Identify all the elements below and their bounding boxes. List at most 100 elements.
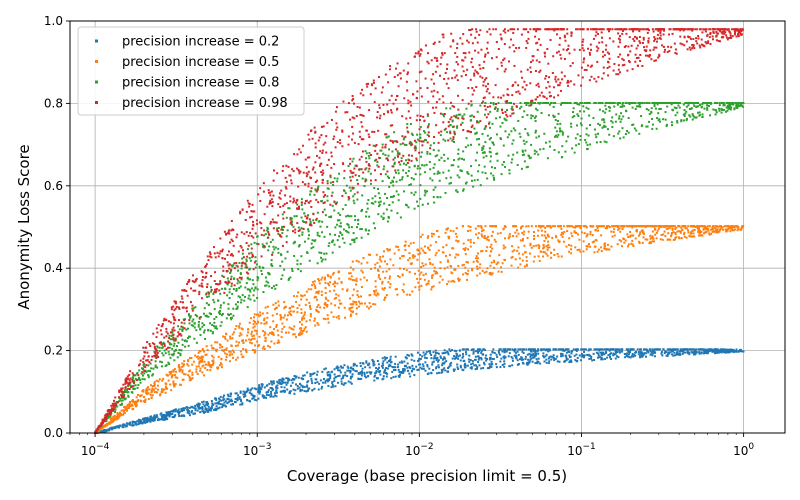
data-point <box>553 149 556 152</box>
data-point <box>692 101 695 104</box>
data-point <box>514 231 517 234</box>
data-point <box>326 274 329 277</box>
data-point <box>481 249 484 252</box>
data-point <box>185 328 188 331</box>
data-point <box>245 264 248 267</box>
data-point <box>349 381 352 384</box>
data-point <box>480 358 483 361</box>
data-point <box>303 390 306 393</box>
data-point <box>718 104 721 107</box>
data-point <box>416 167 419 170</box>
data-point <box>693 116 696 119</box>
data-point <box>267 344 270 347</box>
data-point <box>313 387 316 390</box>
data-point <box>689 235 692 238</box>
data-point <box>114 406 117 409</box>
data-point <box>313 193 316 196</box>
data-point <box>529 358 532 361</box>
data-point <box>547 357 550 360</box>
data-point <box>270 390 273 393</box>
data-point <box>421 203 424 206</box>
data-point <box>684 351 687 354</box>
data-point <box>318 382 321 385</box>
data-point <box>635 105 638 108</box>
data-point <box>686 348 689 351</box>
data-point <box>156 419 159 422</box>
data-point <box>416 200 419 203</box>
data-point <box>156 384 159 387</box>
data-point <box>521 239 524 242</box>
data-point <box>373 291 376 294</box>
data-point <box>729 230 732 233</box>
data-point <box>264 339 267 342</box>
data-point <box>442 251 445 254</box>
data-point <box>597 229 600 232</box>
data-point <box>240 278 243 281</box>
data-point <box>359 377 362 380</box>
data-point <box>203 374 206 377</box>
data-point <box>319 379 322 382</box>
data-point <box>579 110 582 113</box>
data-point <box>580 225 583 228</box>
data-point <box>148 388 151 391</box>
data-point <box>547 348 550 351</box>
data-point <box>613 228 616 231</box>
data-point <box>181 326 184 329</box>
data-point <box>249 317 252 320</box>
data-point <box>648 242 651 245</box>
data-point <box>378 265 381 268</box>
data-point <box>567 350 570 353</box>
data-point <box>226 398 229 401</box>
data-point <box>354 215 357 218</box>
data-point <box>640 115 643 118</box>
data-point <box>360 302 363 305</box>
data-point <box>684 101 687 104</box>
data-point <box>655 127 658 130</box>
data-point <box>585 226 588 229</box>
data-point <box>505 350 508 353</box>
data-point <box>635 129 638 132</box>
data-point <box>247 331 250 334</box>
data-point <box>284 314 287 317</box>
data-point <box>218 398 221 401</box>
data-point <box>437 249 440 252</box>
data-point <box>326 187 329 190</box>
data-point <box>637 105 640 108</box>
data-point <box>420 247 423 250</box>
data-point <box>377 205 380 208</box>
data-point <box>388 286 391 289</box>
data-point <box>562 101 565 104</box>
data-point <box>419 167 422 170</box>
data-point <box>241 356 244 359</box>
data-point <box>150 391 153 394</box>
data-point <box>719 350 722 353</box>
data-point <box>654 233 657 236</box>
data-point <box>382 255 385 258</box>
data-point <box>237 394 240 397</box>
data-point <box>565 101 568 104</box>
data-point <box>322 377 325 380</box>
data-point <box>419 125 422 128</box>
data-point <box>173 339 176 342</box>
data-point <box>593 240 596 243</box>
data-point <box>226 401 229 404</box>
data-point <box>609 348 612 351</box>
data-point <box>546 246 549 249</box>
data-point <box>351 306 354 309</box>
data-point <box>151 387 154 390</box>
data-point <box>715 228 718 231</box>
data-point <box>664 235 667 238</box>
data-point <box>159 413 162 416</box>
data-point <box>484 172 487 175</box>
data-point <box>195 341 198 344</box>
data-point <box>426 152 429 155</box>
data-point <box>327 321 330 324</box>
data-point <box>296 385 299 388</box>
data-point <box>173 368 176 371</box>
data-point <box>440 371 443 374</box>
data-point <box>739 348 742 351</box>
data-point <box>351 160 354 163</box>
data-point <box>239 332 242 335</box>
data-point <box>352 368 355 371</box>
data-point <box>609 356 612 359</box>
